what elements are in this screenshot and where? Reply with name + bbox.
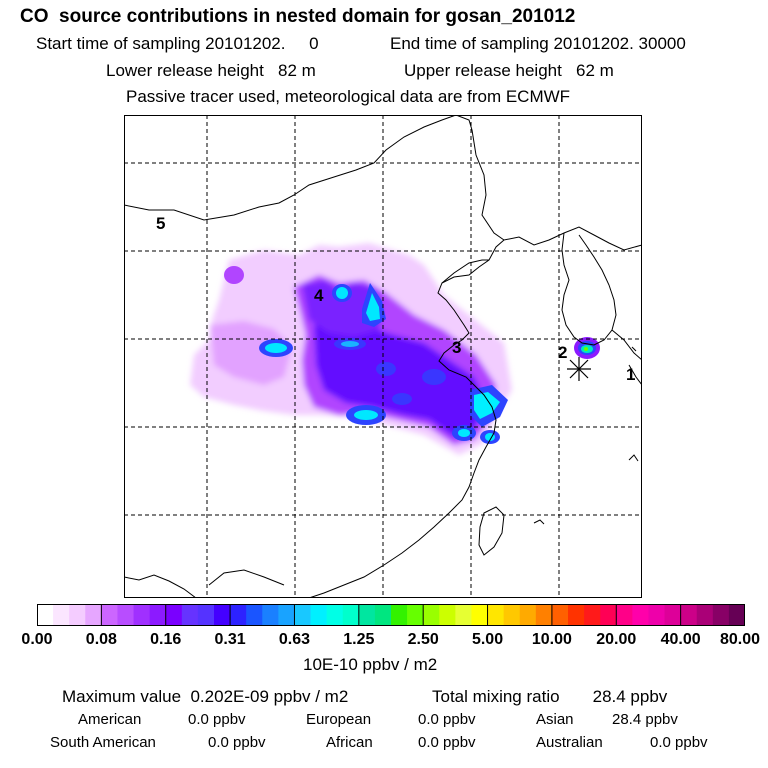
marker-label-4: 4 [314, 286, 324, 305]
colorbar-cell [214, 604, 231, 626]
colorbar-cell [471, 604, 489, 626]
end-time-label: End time of sampling 20101202. 30000 [390, 34, 686, 53]
source-value-european: 0.0 ppbv [418, 711, 476, 728]
colorbar-cell [85, 604, 102, 626]
colorbar-tick-label: 10.00 [531, 631, 572, 648]
colorbar-tick-label: 0.00 [21, 631, 53, 648]
colorbar-cell [262, 604, 279, 626]
colorbar-cell [358, 604, 376, 626]
colorbar-cell [69, 604, 86, 626]
source-name-african: African [326, 734, 373, 751]
colorbar-tick-label: 1.25 [343, 631, 375, 648]
colorbar-cell [165, 604, 183, 626]
colorbar [37, 604, 745, 626]
source-value-asian: 28.4 ppbv [612, 711, 678, 728]
colorbar-cell [728, 604, 745, 626]
marker-label-2: 2 [558, 343, 567, 362]
colorbar-cell [664, 604, 682, 626]
colorbar-cell [487, 604, 505, 626]
marker-label-1: 1 [626, 365, 635, 384]
colorbar-cell [181, 604, 199, 626]
colorbar-cell [53, 604, 70, 626]
colorbar-cell [616, 604, 633, 626]
colorbar-cell [680, 604, 698, 626]
colorbar-cell [600, 604, 617, 626]
colorbar-cell [326, 604, 344, 626]
colorbar-cell [712, 604, 730, 626]
source-value-south-american: 0.0 ppbv [208, 734, 266, 751]
colorbar-cell [551, 604, 569, 626]
plume-west-patch [210, 321, 292, 385]
grid-lines [124, 115, 642, 598]
colorbar-cell [101, 604, 118, 626]
colorbar-cell [342, 604, 360, 626]
colorbar-tick-label: 0.16 [150, 631, 182, 648]
colorbar-cell [310, 604, 328, 626]
colorbar-cell [407, 604, 424, 626]
colorbar-cell [391, 604, 408, 626]
colorbar-cell [133, 604, 151, 626]
colorbar-cell [632, 604, 649, 626]
colorbar-tick-label: 0.31 [214, 631, 246, 648]
total-mixing-ratio-label: Total mixing ratio 28.4 ppbv [432, 687, 668, 706]
source-value-african: 0.0 ppbv [418, 734, 476, 751]
receptor-asterisk-icon [567, 357, 591, 381]
source-name-south-american: South American [50, 734, 156, 751]
source-value-american: 0.0 ppbv [188, 711, 246, 728]
tracer-note: Passive tracer used, meteorological data… [126, 87, 571, 106]
colorbar-tick-label: 40.00 [660, 631, 701, 648]
source-name-american: American [78, 711, 142, 728]
colorbar-tick-label: 80.00 [719, 631, 761, 648]
colorbar-tick-label: 0.08 [85, 631, 117, 648]
colorbar-cell [439, 604, 456, 626]
colorbar-cell [423, 604, 440, 626]
colorbar-tick-label: 2.50 [407, 631, 439, 648]
map-plot: 1 2 3 4 5 [124, 115, 642, 598]
colorbar-cell [230, 604, 247, 626]
lower-release-height: Lower release height 82 m [106, 61, 316, 80]
colorbar-cell [648, 604, 666, 626]
colorbar-cell [696, 604, 714, 626]
colorbar-cell [278, 604, 295, 626]
start-time-label: Start time of sampling 20101202. 0 [36, 34, 319, 53]
colorbar-cell [149, 604, 167, 626]
colorbar-tick-label: 20.00 [596, 631, 637, 648]
marker-label-5: 5 [156, 214, 165, 233]
colorbar-cell [197, 604, 215, 626]
maximum-value-label: Maximum value 0.202E-09 ppbv / m2 [62, 687, 349, 706]
marker-label-3: 3 [452, 338, 461, 357]
colorbar-cell [294, 604, 312, 626]
map-title: CO source contributions in nested domain… [20, 6, 576, 27]
colorbar-unit: 10E-10 ppbv / m2 [303, 655, 438, 674]
coastlines [124, 115, 642, 598]
colorbar-tick-label: 0.63 [278, 631, 311, 648]
source-name-australian: Australian [536, 734, 603, 751]
source-value-australian: 0.0 ppbv [650, 734, 708, 751]
map-frame [124, 115, 642, 598]
colorbar-cell [503, 604, 521, 626]
colorbar-cell [117, 604, 135, 626]
upper-release-height: Upper release height 62 m [404, 61, 614, 80]
colorbar-cell [246, 604, 263, 626]
colorbar-cell [568, 604, 585, 626]
hotspots [224, 266, 600, 444]
source-name-european: European [306, 711, 372, 728]
colorbar-frame [37, 604, 745, 626]
colorbar-cell [535, 604, 553, 626]
source-name-asian: Asian [536, 711, 574, 728]
colorbar-cell [519, 604, 537, 626]
colorbar-cell [455, 604, 472, 626]
colorbar-cell [37, 604, 54, 626]
colorbar-cell [584, 604, 601, 626]
colorbar-tick-label: 5.00 [471, 631, 504, 648]
colorbar-cell [374, 604, 392, 626]
